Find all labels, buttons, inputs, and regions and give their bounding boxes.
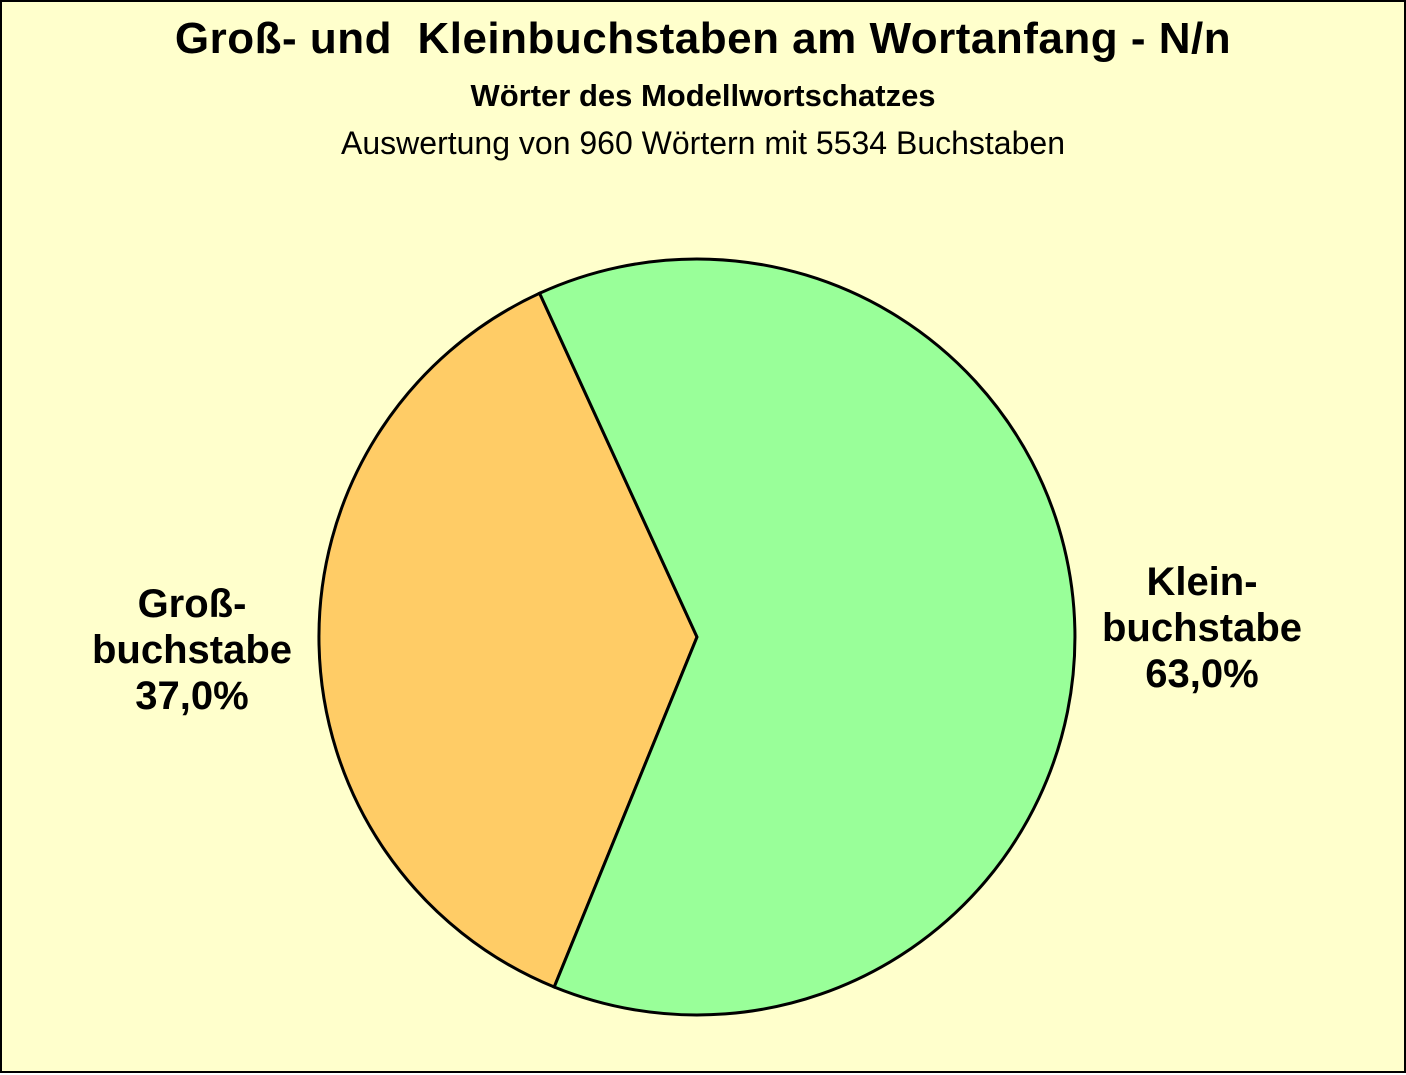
pie-label-value: 63,0% bbox=[1145, 652, 1259, 696]
chart-titles: Groß- und Kleinbuchstaben am Wortanfang … bbox=[2, 2, 1404, 162]
pie-label-kleinbuchstabe: Klein- buchstabe 63,0% bbox=[1042, 559, 1362, 697]
pie-label-line: buchstabe bbox=[91, 628, 293, 672]
chart-title: Groß- und Kleinbuchstaben am Wortanfang … bbox=[174, 14, 1232, 63]
pie-slice-grossbuchstabe bbox=[317, 291, 699, 989]
pie-slice-kleinbuchstabe bbox=[537, 257, 1077, 1017]
pie-label-line: Klein- bbox=[1146, 560, 1258, 604]
pie-label-line: Groß- bbox=[137, 582, 247, 626]
chart-subtitle: Wörter des Modellwortschatzes bbox=[470, 78, 936, 113]
pie-label-value: 37,0% bbox=[135, 674, 249, 718]
pie-label-grossbuchstabe: Groß- buchstabe 37,0% bbox=[32, 581, 352, 719]
chart-note: Auswertung von 960 Wörtern mit 5534 Buch… bbox=[341, 125, 1065, 161]
pie-label-line: buchstabe bbox=[1101, 606, 1303, 650]
